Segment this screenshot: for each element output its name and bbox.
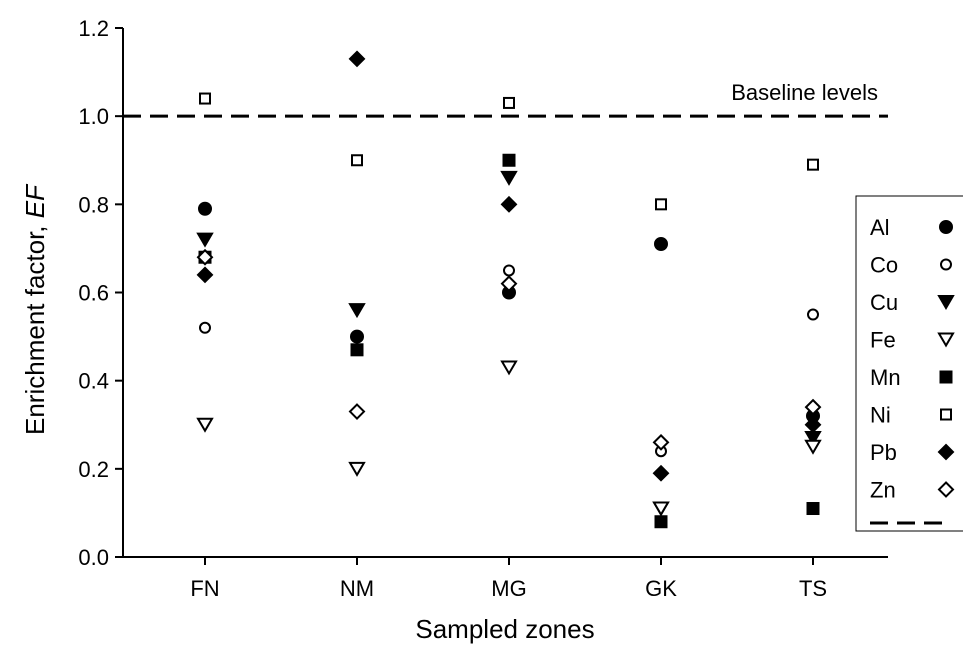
point-ni-nm [351, 154, 363, 167]
point-pb-nm [348, 50, 366, 68]
point-fe-fn [196, 417, 214, 433]
y-tick-label: 1.0 [78, 104, 109, 129]
point-mn-nm [350, 343, 364, 357]
legend-marker-fe [937, 332, 955, 348]
y-tick-label: 0.0 [78, 545, 109, 570]
legend-label-zn: Zn [870, 478, 896, 503]
axes: 0.0 0.2 0.4 0.6 0.8 1.0 1.2 FN NM MG GK TS [78, 16, 888, 601]
point-pb-mg [500, 195, 518, 213]
legend-marker-al [939, 220, 953, 234]
legend-marker-zn [937, 481, 955, 498]
y-tick-label: 0.2 [78, 457, 109, 482]
point-pb-gk [652, 464, 670, 482]
y-tick-label: 0.4 [78, 369, 109, 394]
legend-marker-mn [939, 370, 953, 384]
baseline-layer: Baseline levels [123, 80, 888, 118]
point-mn-gk [654, 515, 668, 529]
legend-label-fe: Fe [870, 328, 896, 353]
point-mn-mg [502, 153, 516, 167]
point-ni-gk [655, 198, 667, 211]
x-tick-label: FN [190, 576, 219, 601]
x-tick-label: GK [645, 576, 677, 601]
point-zn-nm [348, 403, 366, 420]
point-fe-gk [652, 501, 670, 517]
legend-label-ni: Ni [870, 403, 891, 428]
y-tick-label: 1.2 [78, 16, 109, 41]
point-zn-fn [196, 248, 214, 266]
legend-marker-co [940, 258, 952, 271]
y-axis-title: Enrichment factor, EF [20, 183, 50, 435]
legend-label-co: Co [870, 253, 898, 278]
legend-marker-pb [937, 443, 955, 461]
y-tick-label: 0.8 [78, 192, 109, 217]
y-axis-title-ef: EF [20, 183, 50, 218]
baseline-label: Baseline levels [731, 80, 878, 105]
point-zn-ts [804, 398, 822, 416]
y-tick-label: 0.6 [78, 281, 109, 306]
legend-box [855, 195, 963, 532]
point-mn-ts [806, 502, 820, 516]
point-fe-nm [348, 461, 366, 477]
point-ni-fn [199, 92, 211, 105]
point-ni-ts [807, 158, 819, 171]
point-al-gk [654, 237, 668, 252]
legend-label-cu: Cu [870, 290, 898, 315]
x-tick-label: TS [799, 576, 827, 601]
y-axis-title-main: Enrichment factor, [20, 218, 50, 435]
point-pb-ts [804, 416, 822, 434]
legend: Al Co Cu Fe Mn Ni Pb Zn [855, 195, 963, 532]
legend-label-mn: Mn [870, 365, 901, 390]
point-fe-ts [804, 439, 822, 455]
point-ni-mg [503, 96, 515, 109]
point-pb-fn [196, 266, 214, 284]
point-zn-mg [500, 275, 518, 293]
point-fe-mg [500, 360, 518, 376]
point-co-ts [807, 308, 819, 321]
point-co-fn [199, 321, 211, 334]
point-zn-gk [652, 433, 670, 451]
x-tick-label: MG [491, 576, 526, 601]
legend-marker-cu [937, 295, 955, 310]
legend-marker-ni [940, 408, 952, 421]
x-tick-label: NM [340, 576, 374, 601]
legend-label-pb: Pb [870, 440, 897, 465]
point-cu-mg [500, 170, 518, 186]
point-co-mg [503, 264, 515, 277]
point-cu-fn [196, 232, 214, 248]
data-points [196, 50, 822, 529]
point-cu-nm [348, 303, 366, 319]
point-al-nm [350, 329, 364, 344]
point-al-fn [198, 201, 212, 216]
x-axis-title: Sampled zones [415, 614, 594, 644]
legend-label-al: Al [870, 215, 890, 240]
